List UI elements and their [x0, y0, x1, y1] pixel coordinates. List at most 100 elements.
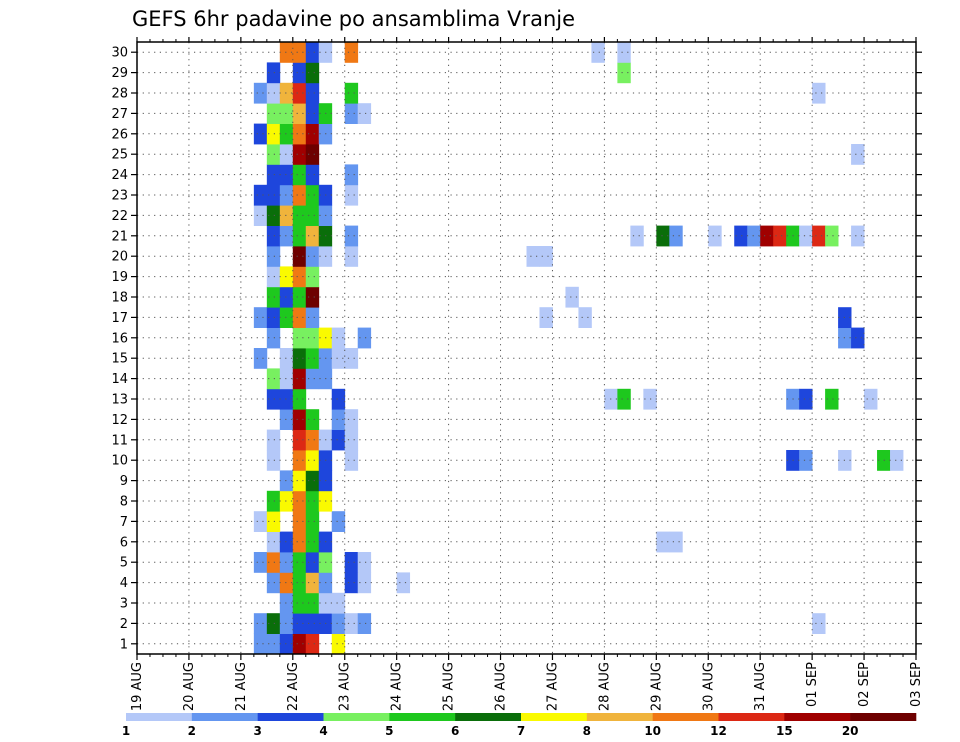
heatmap-cell-191: [279, 82, 294, 104]
heatmap-cell-7: [266, 613, 281, 634]
colorbar-segment-4: [389, 713, 456, 721]
heatmap-cell-141: [656, 225, 670, 247]
heatmap-cell-162: [292, 184, 307, 206]
heatmap-cell-21: [266, 572, 281, 594]
heatmap-cell-179: [292, 123, 307, 145]
heatmap-cell-4: [305, 633, 320, 655]
heatmap-cell-200: [279, 42, 294, 63]
heatmap-cell-199: [617, 62, 631, 84]
y-tick-label-16: 16: [111, 331, 128, 346]
heatmap-cell-100: [331, 348, 346, 369]
heatmap-cell-167: [279, 164, 294, 186]
heatmap-cell-93: [305, 368, 320, 390]
heatmap-cell-46: [292, 511, 307, 532]
y-tick-label-12: 12: [111, 413, 128, 428]
heatmap-cell-129: [305, 246, 320, 267]
heatmap-cell-59: [292, 450, 307, 471]
heatmap-cell-127: [266, 246, 281, 267]
colorbar-segment-1: [191, 713, 258, 721]
x-tick-label-10: 29 AUG: [649, 662, 664, 711]
heatmap-cell-196: [266, 62, 281, 84]
x-axis-labels: 19 AUG 20 AUG 21 AUG 22 AUG 23 AUG 24 AUG 25 A…: [130, 662, 924, 711]
y-tick-label-18: 18: [111, 291, 128, 306]
heatmap-cell-177: [266, 123, 281, 145]
heatmap-cell-96: [279, 348, 294, 369]
y-tick-label-1: 1: [120, 637, 128, 652]
heatmap-cell-2: [279, 633, 294, 655]
heatmap-cell-5: [331, 633, 346, 655]
heatmap-cell-42: [656, 531, 670, 553]
heatmap-cell-156: [292, 205, 307, 226]
heatmap-cell-51: [292, 490, 307, 512]
colorbar-label-20: 20: [842, 724, 859, 738]
heatmap-cell-160: [266, 184, 281, 206]
y-tick-label-26: 26: [111, 127, 128, 142]
heatmap-cell-192: [292, 82, 307, 104]
heatmap-cell-185: [305, 103, 320, 124]
heatmap-cell-84: [617, 388, 631, 410]
heatmap-cell-39: [292, 531, 307, 553]
heatmap-cell-194: [344, 82, 359, 104]
heatmap-cell-190: [266, 82, 281, 104]
heatmap-cell-113: [292, 307, 307, 328]
heatmap-cell-136: [292, 225, 307, 247]
heatmap-cell-195: [812, 82, 826, 104]
heatmap-cell-18: [305, 592, 320, 614]
y-tick-label-10: 10: [111, 454, 128, 469]
y-tick-label-30: 30: [111, 46, 128, 61]
heatmap-cell-82: [331, 388, 346, 410]
heatmap-cell-165: [344, 184, 359, 206]
heatmap-cell-30: [266, 552, 281, 573]
colorbar-segment-0: [126, 713, 193, 721]
colorbar-label-12: 12: [710, 724, 727, 738]
heatmap-cell-73: [344, 429, 359, 451]
heatmap-cell-145: [747, 225, 761, 247]
heatmap-cell-139: [344, 225, 359, 247]
heatmap-cell-9: [292, 613, 307, 634]
heatmap-cell-43: [669, 531, 683, 553]
heatmap-cell-147: [773, 225, 787, 247]
heatmap-cell-166: [266, 164, 281, 186]
heatmap-cell-49: [266, 490, 281, 512]
heatmap-cell-111: [266, 307, 281, 328]
heatmap-cell-159: [253, 184, 268, 206]
heatmap-cell-32: [292, 552, 307, 573]
x-tick-label-7: 26 AUG: [494, 662, 509, 711]
x-tick-label-3: 22 AUG: [286, 662, 301, 711]
heatmap-cell-174: [305, 144, 320, 165]
x-tick-label-8: 27 AUG: [545, 662, 560, 711]
heatmap-cell-26: [344, 572, 359, 594]
heatmap-cell-152: [851, 225, 865, 247]
heatmap-cell-172: [279, 144, 294, 165]
heatmap-cell-22: [279, 572, 294, 594]
heatmap-cell-184: [292, 103, 307, 124]
heatmap-cell-87: [799, 388, 813, 410]
heatmap-cell-143: [708, 225, 722, 247]
heatmap-cell-47: [305, 511, 320, 532]
heatmap-cell-157: [305, 205, 320, 226]
x-tick-label-15: 03 SEP: [909, 662, 924, 707]
heatmap-cell-88: [825, 388, 839, 410]
heatmap-cell-3: [292, 633, 307, 655]
heatmap-cell-98: [305, 348, 320, 369]
colorbar-label-8: 8: [583, 724, 591, 738]
heatmap-cell-173: [292, 144, 307, 165]
heatmap-cell-44: [253, 511, 268, 532]
y-axis-labels: 1234567891011121314151617181920212223242…: [111, 46, 128, 653]
heatmap-cell-110: [253, 307, 268, 328]
heatmap-cell-116: [578, 307, 592, 328]
x-tick-label-5: 24 AUG: [390, 662, 405, 711]
heatmap-cell-183: [279, 103, 294, 124]
heatmap-cell-67: [890, 450, 904, 471]
heatmap-cell-69: [292, 429, 307, 451]
heatmap-cell-168: [292, 164, 307, 186]
y-tick-label-17: 17: [111, 311, 128, 326]
axis-ticks: [131, 37, 922, 660]
heatmap-cell-17: [292, 592, 307, 614]
y-tick-label-4: 4: [120, 576, 128, 591]
heatmap-cell-33: [305, 552, 320, 573]
heatmap-cell-38: [279, 531, 294, 553]
heatmap-cell-103: [292, 327, 307, 349]
heatmap-cell-112: [279, 307, 294, 328]
